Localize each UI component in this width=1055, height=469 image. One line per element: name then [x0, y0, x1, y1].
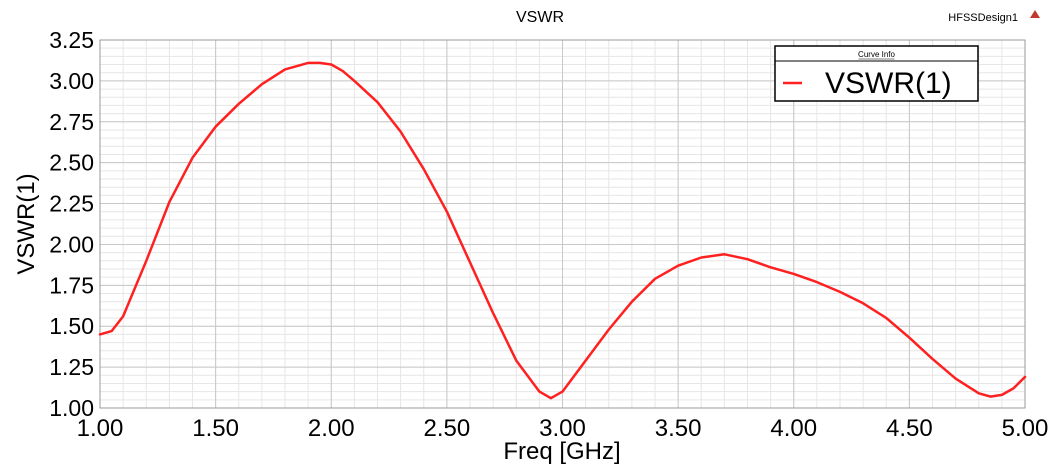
x-tick-label: 3.00	[539, 415, 586, 442]
series-line-vswr-1	[98, 61, 1027, 400]
plot-area-frame	[99, 39, 1026, 409]
legend-frame	[774, 45, 979, 102]
y-tick-label: 1.75	[49, 272, 94, 298]
legend-box[interactable]: Curve Info VSWR(1)	[774, 45, 979, 102]
y-tick-label: 2.75	[49, 109, 94, 135]
y-tick-label: 1.00	[49, 395, 94, 421]
x-tick-label: 4.00	[770, 415, 817, 442]
y-tick-label: 1.25	[49, 354, 94, 380]
y-axis-ticks: 1.00 1.25 1.50 1.75 2.00 2.25 2.50 2.75 3.00 3.25	[49, 27, 94, 421]
chart-title: VSWR	[516, 9, 564, 26]
y-tick-label: 3.25	[49, 27, 94, 53]
y-tick-label: 2.50	[49, 150, 94, 176]
x-tick-label: 2.50	[424, 415, 471, 442]
legend-title: Curve Info	[858, 50, 895, 59]
y-tick-label: 3.00	[49, 68, 94, 94]
x-axis-ticks: 1.00 1.50 2.00 2.50 3.00 3.50 4.00 4.50 5.00	[77, 415, 1049, 442]
legend-entry-label: VSWR(1)	[825, 67, 952, 100]
design-name-label: HFSSDesign1	[948, 12, 1018, 24]
x-tick-label: 5.00	[1002, 415, 1049, 442]
y-axis-label: VSWR(1)	[13, 173, 40, 274]
y-tick-label: 2.00	[49, 231, 94, 257]
x-tick-label: 1.50	[192, 415, 239, 442]
x-tick-label: 2.00	[308, 415, 355, 442]
y-tick-label: 1.50	[49, 313, 94, 339]
x-tick-label: 4.50	[886, 415, 933, 442]
x-tick-label: 3.50	[655, 415, 702, 442]
triangle-up-icon[interactable]	[1030, 10, 1040, 18]
x-axis-label: Freq [GHz]	[503, 438, 620, 464]
y-tick-label: 2.25	[49, 191, 94, 217]
x-tick-label: 1.00	[77, 415, 124, 442]
